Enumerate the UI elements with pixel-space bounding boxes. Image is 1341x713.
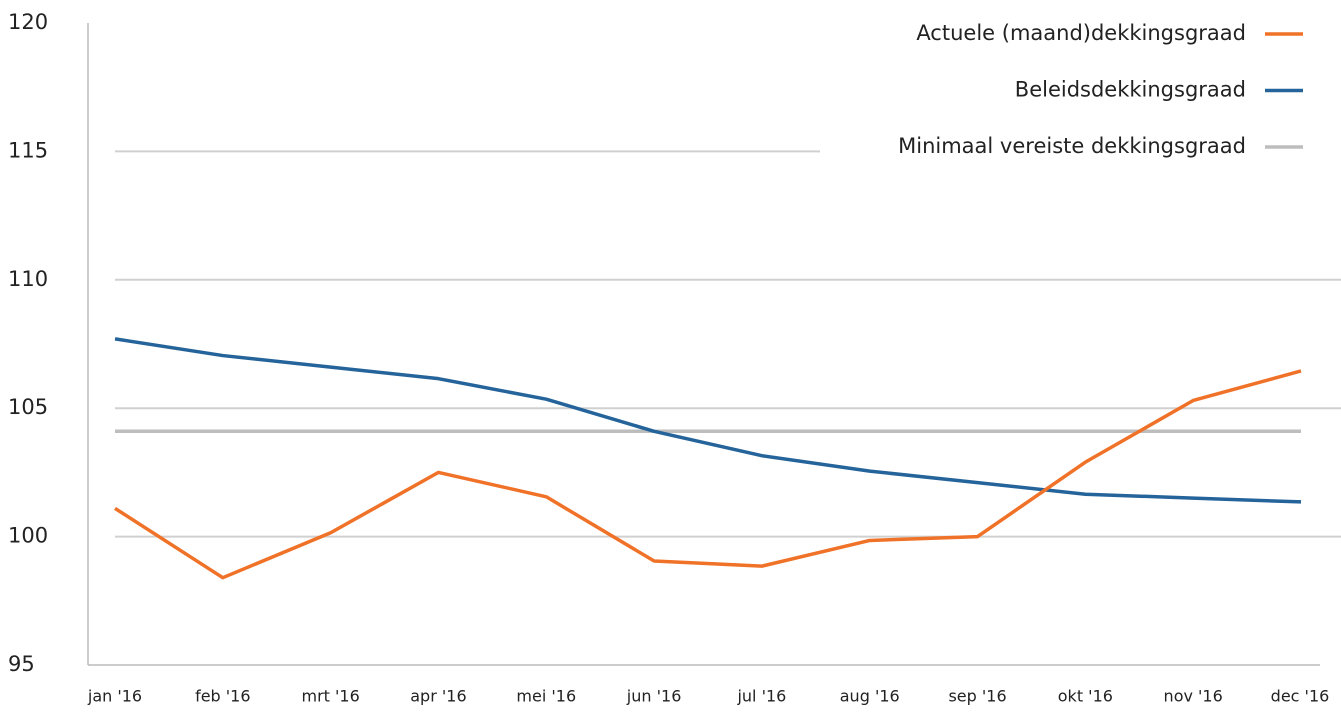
x-tick-label: nov '16 <box>1164 687 1223 706</box>
x-tick-label: apr '16 <box>410 687 466 706</box>
y-tick-label: 110 <box>8 267 48 291</box>
x-tick-label: feb '16 <box>195 687 250 706</box>
legend-label: Beleidsdekkingsgraad <box>1015 78 1246 102</box>
y-tick-label: 115 <box>8 138 48 162</box>
line-series <box>114 337 1302 504</box>
y-tick-label: 105 <box>8 395 48 419</box>
legend-background <box>820 0 1341 172</box>
line-series <box>114 369 1302 580</box>
legend-label: Minimaal vereiste dekkingsgraad <box>898 134 1246 158</box>
y-tick-label: 100 <box>8 524 48 548</box>
x-tick-label: mrt '16 <box>301 687 359 706</box>
x-tick-label: jan '16 <box>87 687 142 706</box>
x-tick-label: aug '16 <box>840 687 900 706</box>
legend-label: Actuele (maand)dekkingsgraad <box>916 21 1246 45</box>
x-tick-label: sep '16 <box>948 687 1006 706</box>
x-tick-label: jun '16 <box>626 687 682 706</box>
x-tick-label: okt '16 <box>1058 687 1113 706</box>
y-tick-label: 120 <box>8 10 48 34</box>
x-tick-label: jul '16 <box>736 687 786 706</box>
x-tick-label: dec '16 <box>1271 687 1330 706</box>
x-tick-label: mei '16 <box>516 687 576 706</box>
y-tick-label: 95 <box>8 652 35 676</box>
